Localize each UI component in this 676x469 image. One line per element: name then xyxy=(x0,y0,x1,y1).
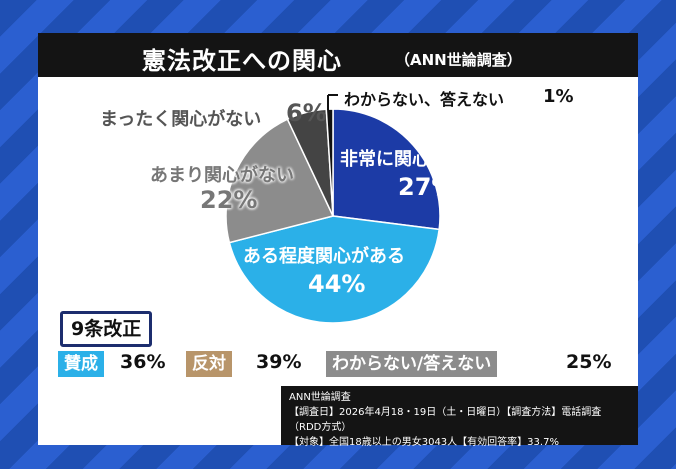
pie-slice xyxy=(225,118,335,244)
slice-label: わからない、答えない xyxy=(344,90,505,109)
legend-support: 賛成 xyxy=(58,351,104,377)
chart-subtitle: （ANN世論調査） xyxy=(395,51,522,69)
legend-unknown: わからない/答えない xyxy=(326,351,498,377)
legend-oppose: 反対 xyxy=(186,351,232,377)
source-line: 【調査日】2026年4月18・19日（土・日曜日）【調査方法】電話調査（RDD方… xyxy=(289,407,602,433)
slice-value: 6% xyxy=(286,99,327,127)
article9-title: 9条改正 xyxy=(60,311,153,347)
slice-value: 27% xyxy=(398,173,456,201)
title-bar: 憲法改正への関心 （ANN世論調査） xyxy=(38,33,638,77)
pie-slice xyxy=(325,108,334,217)
source-line: 【対象】全国18歳以上の男女3043人【有効回答率】33.7% xyxy=(289,437,559,448)
pie-chart xyxy=(225,94,441,324)
source-box: ANN世論調査 【調査日】2026年4月18・19日（土・日曜日）【調査方法】電… xyxy=(281,386,638,448)
slice-value: 22% xyxy=(200,186,258,214)
legend-support-value: 36% xyxy=(120,351,166,373)
slice-label: ある程度関心がある xyxy=(243,246,405,267)
chart-panel: 憲法改正への関心 （ANN世論調査） 非常に関心がある 27% ある程度関心があ… xyxy=(38,33,638,448)
pie-slice xyxy=(332,108,441,231)
source-line: ANN世論調査 xyxy=(289,392,351,403)
pie-slice xyxy=(228,215,440,324)
slice-label: まったく関心がない xyxy=(100,109,262,130)
legend-oppose-value: 39% xyxy=(256,351,302,373)
slice-value: 44% xyxy=(308,270,366,298)
chart-title: 憲法改正への関心 xyxy=(142,47,342,75)
slice-label: 非常に関心がある xyxy=(340,149,484,170)
slice-label: あまり関心がない xyxy=(150,165,294,186)
slice-value: 1% xyxy=(543,86,574,107)
legend-unknown-value: 25% xyxy=(566,351,612,373)
